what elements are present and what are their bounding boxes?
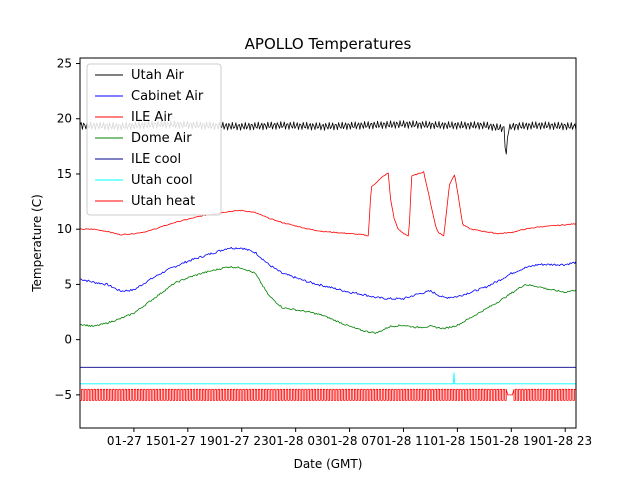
- series-line-ile-air: [80, 171, 576, 237]
- legend: Utah Air Cabinet Air ILE Air Dome Air ILE co…: [86, 63, 222, 216]
- series-line-dome-air: [80, 266, 576, 334]
- x-tick-label: 01-28 19: [484, 434, 538, 448]
- x-tick-label: 01-28 23: [538, 434, 592, 448]
- legend-label: Cabinet Air: [131, 89, 204, 104]
- y-tick-label: 0: [64, 333, 72, 347]
- x-tick-label: 01-27 23: [215, 434, 269, 448]
- x-tick-label: 01-27 15: [107, 434, 161, 448]
- x-tick-label: 01-28 15: [430, 434, 484, 448]
- chart-title: APOLLO Temperatures: [245, 35, 412, 53]
- x-tick-label: 01-28 03: [269, 434, 323, 448]
- series-line-cabinet-air: [80, 246, 576, 300]
- x-axis-label: Date (GMT): [294, 457, 363, 471]
- y-tick-label: −5: [54, 388, 72, 402]
- x-tick-label: 01-28 11: [377, 434, 431, 448]
- legend-label: Utah heat: [131, 194, 195, 209]
- x-tick-label: 01-27 19: [161, 434, 215, 448]
- legend-label: Utah cool: [131, 173, 193, 188]
- x-tick-label: 01-28 07: [323, 434, 377, 448]
- y-tick-label: 15: [57, 167, 72, 181]
- series-line-utah-cool: [80, 372, 576, 385]
- axis-ticks: 01-27 15 01-27 19 01-27 23 01-28 03 01-28 07…: [54, 57, 592, 448]
- y-tick-label: 10: [57, 222, 72, 236]
- legend-label: ILE cool: [131, 152, 181, 167]
- legend-label: Utah Air: [131, 68, 184, 83]
- y-tick-label: 5: [64, 277, 72, 291]
- legend-label: ILE Air: [131, 110, 173, 125]
- legend-box: [86, 63, 222, 216]
- y-axis-label: Temperature (C): [30, 194, 44, 293]
- series-line-utah-heat: [80, 388, 576, 401]
- y-tick-label: 20: [57, 112, 72, 126]
- legend-label: Dome Air: [131, 131, 192, 146]
- plot-frame: [79, 57, 577, 429]
- y-tick-label: 25: [57, 57, 72, 71]
